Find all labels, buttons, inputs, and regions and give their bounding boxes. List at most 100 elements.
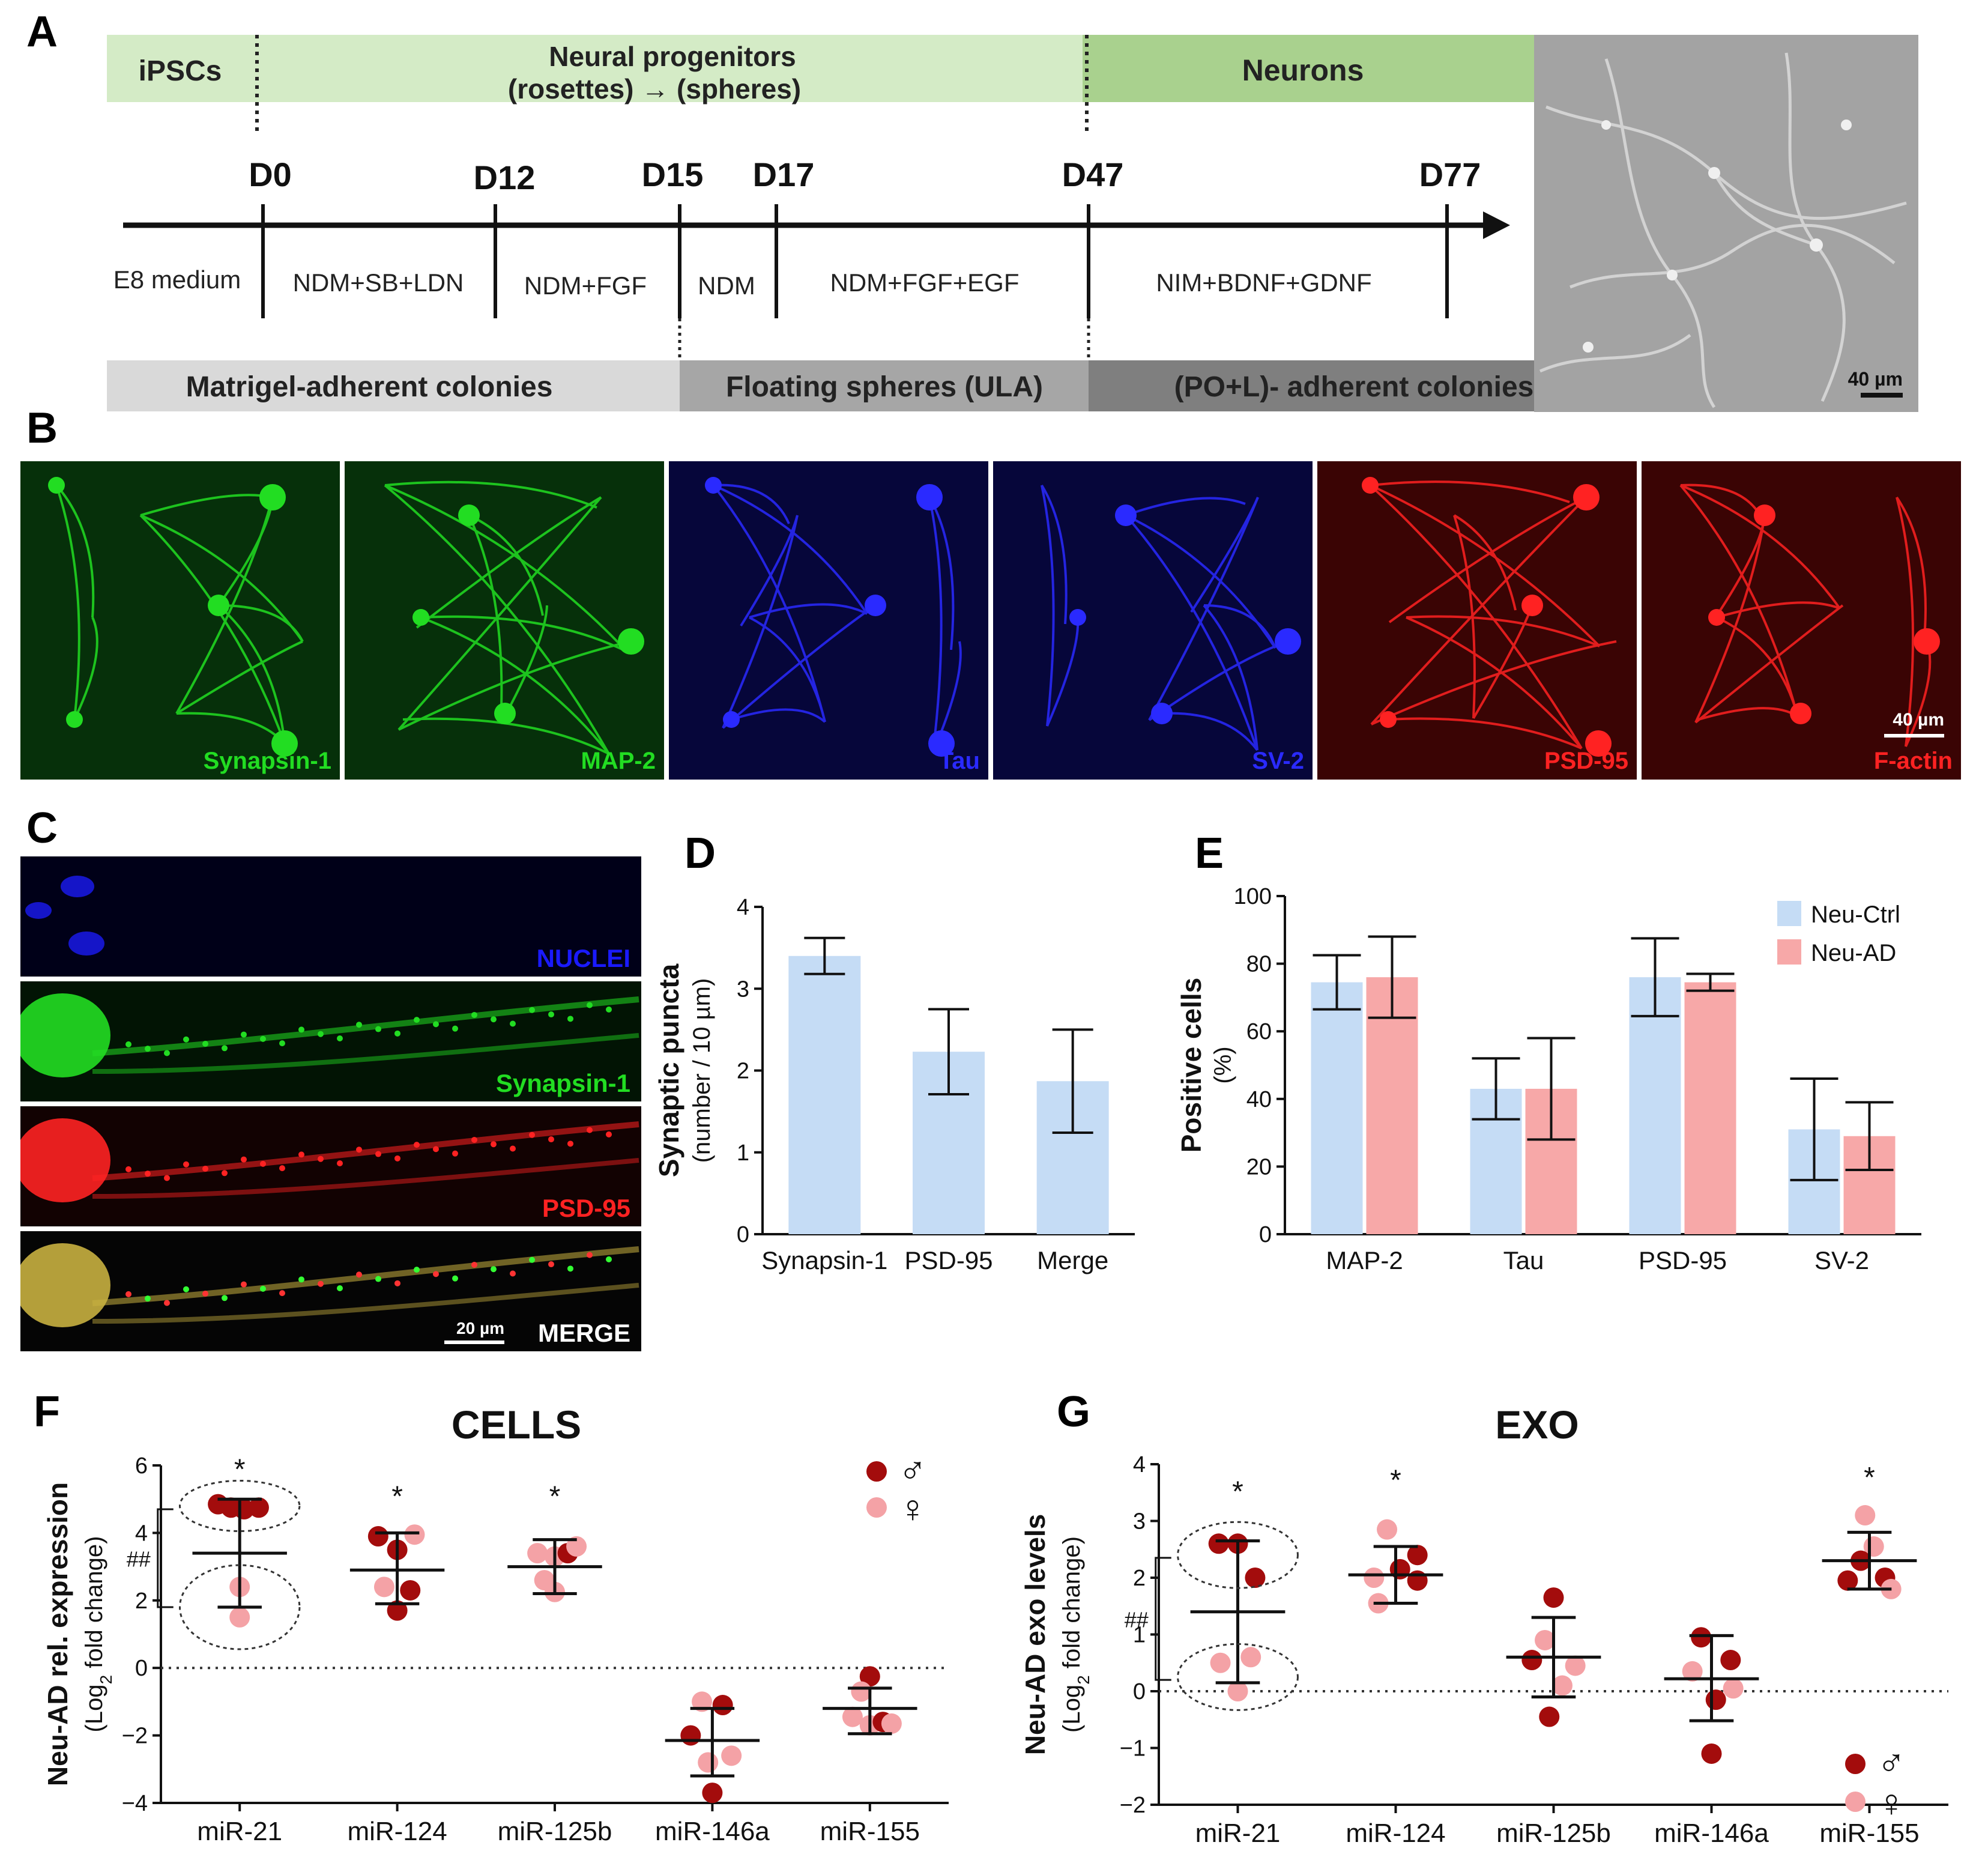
scale-label: 40 µm — [1893, 710, 1944, 730]
data-point-female — [1227, 1681, 1248, 1701]
cell-bodies — [412, 504, 644, 724]
substrate-label: (PO+L)- adherent colonies — [1174, 371, 1534, 403]
stage-label-progenitors-sub: (rosettes) → (spheres) — [508, 73, 801, 105]
puncta — [125, 1252, 612, 1306]
data-point-female — [1377, 1519, 1398, 1540]
chart-synaptic-puncta: 0 1 2 3 4 Synaptic puncta (number / 10 µm) Syna… — [653, 895, 1135, 1274]
data-point-female — [1565, 1655, 1586, 1676]
y-tick-label: −1 — [1120, 1736, 1146, 1761]
y-tick-label: 2 — [737, 1059, 749, 1084]
medium-label: NDM — [698, 271, 755, 300]
dendrite — [92, 1283, 639, 1324]
y-axis-subtitle: (Log2 fold change) — [81, 1536, 115, 1733]
substrate-bar-ula — [680, 360, 1089, 411]
day-label: D0 — [249, 156, 292, 193]
significance-marker: * — [234, 1453, 246, 1485]
stain-image: Tau — [669, 461, 988, 780]
cell-bodies — [1362, 477, 1612, 757]
y-tick-label: 4 — [1133, 1452, 1146, 1477]
neurite-network — [1679, 483, 1932, 747]
y-tick-label: −4 — [122, 1791, 148, 1816]
stain-image-row: Synapsin-1 MAP-2 Tau SV-2 PSD-95 F-actin 40 µm — [20, 461, 1966, 780]
nucleus — [25, 902, 52, 919]
data-point-female — [1855, 1505, 1876, 1526]
channel-label: MERGE — [537, 1319, 630, 1347]
stage-bar-progenitors — [257, 35, 1083, 102]
confocal-channel: MERGE 20 µm — [20, 1231, 641, 1351]
stage-bar-ipsc — [107, 35, 257, 102]
y-tick-label: 4 — [737, 895, 749, 920]
x-tick-label: miR-124 — [347, 1817, 447, 1846]
bar — [788, 956, 861, 1234]
chart-cells-mirna: CELLS −4 −2 0 2 4 6 miR-21 miR-124 miR-125b miR-14… — [42, 1402, 949, 1846]
panel-letter-g: G — [1057, 1388, 1091, 1436]
panel-letter-a: A — [26, 8, 58, 56]
bar — [1311, 982, 1363, 1234]
neurite-network — [1369, 480, 1617, 750]
panel-letter-d: D — [684, 829, 716, 877]
data-point-female — [229, 1607, 250, 1628]
data-point-male — [387, 1600, 408, 1621]
medium-label: NDM+FGF+EGF — [830, 268, 1019, 297]
x-tick-label: PSD-95 — [904, 1246, 992, 1274]
medium-label: NDM+SB+LDN — [293, 268, 464, 297]
legend-marker-male — [1845, 1754, 1866, 1774]
scale-label: 20 µm — [456, 1319, 504, 1337]
confocal-channel: NUCLEI — [20, 856, 641, 977]
stain-image: MAP-2 — [345, 461, 664, 780]
y-tick-label: 0 — [1133, 1679, 1146, 1704]
data-point-female — [1364, 1568, 1385, 1588]
stain-label: SV-2 — [1252, 748, 1304, 774]
bracket-label: ## — [1125, 1608, 1149, 1632]
stage-label-progenitors: Neural progenitors — [549, 41, 796, 72]
data-point-female — [404, 1524, 425, 1545]
y-tick-label: −2 — [122, 1724, 148, 1749]
data-point-female — [1682, 1661, 1703, 1682]
y-tick-label: 0 — [737, 1222, 749, 1247]
soma — [20, 993, 110, 1077]
y-tick-label: 6 — [135, 1453, 148, 1479]
neurite-network — [55, 484, 304, 745]
data-point-female — [373, 1577, 394, 1598]
data-point-male — [1245, 1568, 1266, 1588]
y-axis-subtitle: (number / 10 µm) — [689, 978, 715, 1163]
stain-label: Tau — [938, 748, 980, 774]
scale-bar — [444, 1340, 504, 1344]
x-tick-label: PSD-95 — [1639, 1246, 1727, 1274]
medium-label: NIM+BDNF+GDNF — [1156, 268, 1371, 297]
stain-image: PSD-95 — [1317, 461, 1637, 780]
x-tick-label: Synapsin-1 — [761, 1246, 887, 1274]
data-point-male — [1543, 1587, 1564, 1608]
x-tick-label: SV-2 — [1814, 1246, 1869, 1274]
data-point-female — [721, 1745, 742, 1766]
day-label: D77 — [1419, 156, 1481, 193]
neurite-network — [1041, 484, 1289, 751]
dendrite — [92, 1121, 639, 1181]
y-tick-label: 80 — [1246, 952, 1272, 977]
confocal-channel: PSD-95 — [20, 1106, 641, 1226]
group-ellipse-male — [1177, 1521, 1299, 1589]
chart-positive-cells: 0 20 40 60 80 100 Positive cells (%) MAP-2 Tau PSD… — [1176, 884, 1921, 1274]
y-axis-title: Positive cells — [1176, 978, 1207, 1153]
y-axis-subtitle: (Log2 fold change) — [1059, 1536, 1093, 1733]
stage-label-neurons: Neurons — [1242, 53, 1364, 87]
x-tick-label: Tau — [1503, 1246, 1544, 1274]
panel-letter-e: E — [1195, 829, 1224, 877]
stain-label: Synapsin-1 — [203, 748, 331, 774]
data-point-female — [566, 1536, 587, 1557]
medium-label: NDM+FGF — [524, 271, 647, 300]
data-point-female — [527, 1543, 548, 1564]
x-tick-label: miR-125b — [1496, 1819, 1611, 1848]
stain-image: Synapsin-1 — [20, 461, 340, 780]
x-tick-label: miR-155 — [820, 1817, 920, 1846]
data-point-male — [680, 1725, 701, 1746]
y-tick-label: 2 — [1133, 1566, 1146, 1591]
dendrite — [92, 1033, 639, 1074]
legend-marker-female — [866, 1497, 887, 1518]
x-tick-label: miR-146a — [655, 1817, 770, 1846]
panel-letter-b: B — [26, 404, 58, 452]
legend-marker-female — [1845, 1792, 1866, 1812]
bracket-label: ## — [127, 1547, 151, 1572]
substrate-bar-matrigel — [107, 360, 680, 411]
cell-bodies — [1069, 504, 1301, 724]
